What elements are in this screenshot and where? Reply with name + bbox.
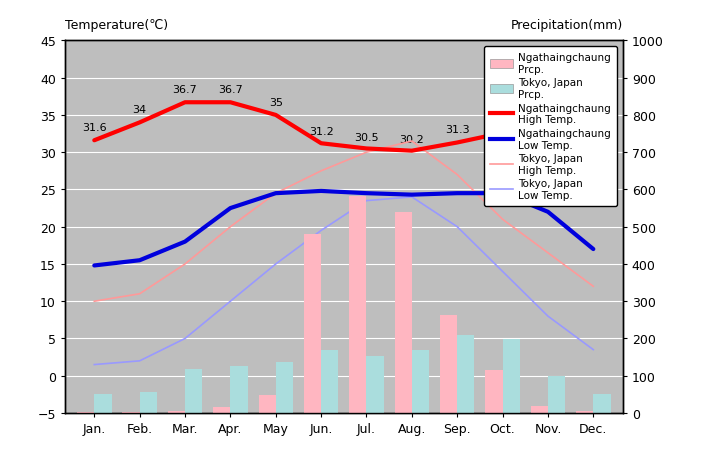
Bar (457, 335, 474, 413)
Text: 36.7: 36.7 (218, 85, 243, 95)
Bar (593, 394, 611, 413)
Text: 34: 34 (132, 105, 147, 115)
Bar (349, 197, 366, 413)
Text: 32.3: 32.3 (536, 118, 560, 128)
Bar (531, 406, 548, 413)
Bar (258, 396, 276, 413)
Bar (321, 351, 338, 413)
Text: 31.2: 31.2 (309, 127, 333, 137)
Bar (185, 369, 202, 413)
Bar (168, 411, 185, 413)
Text: 32.6: 32.6 (490, 115, 515, 125)
Bar (213, 408, 230, 413)
Bar (140, 392, 157, 413)
Bar (94, 394, 112, 413)
Bar (276, 362, 293, 413)
Bar (440, 316, 457, 413)
Bar (412, 351, 429, 413)
Text: Precipitation(mm): Precipitation(mm) (510, 19, 623, 32)
Bar (366, 356, 384, 413)
Text: 30.2: 30.2 (400, 134, 424, 145)
Bar (548, 377, 565, 413)
Bar (230, 367, 248, 413)
Text: 31.6: 31.6 (82, 123, 107, 133)
Bar (304, 235, 321, 413)
Text: 31.3: 31.3 (445, 125, 469, 135)
Text: 30.5: 30.5 (354, 132, 379, 142)
Bar (395, 213, 412, 413)
Text: 30.9: 30.9 (581, 128, 606, 138)
Legend: Ngathaingchaung
Prcp., Tokyo, Japan
Prcp., Ngathaingchaung
High Temp., Ngathaing: Ngathaingchaung Prcp., Tokyo, Japan Prcp… (484, 47, 617, 207)
Bar (485, 370, 503, 413)
Text: Temperature(℃): Temperature(℃) (65, 19, 168, 32)
Text: 35: 35 (269, 97, 283, 107)
Bar (503, 340, 520, 413)
Text: 36.7: 36.7 (173, 85, 197, 95)
Bar (77, 412, 94, 413)
Bar (122, 412, 140, 413)
Bar (576, 411, 593, 413)
